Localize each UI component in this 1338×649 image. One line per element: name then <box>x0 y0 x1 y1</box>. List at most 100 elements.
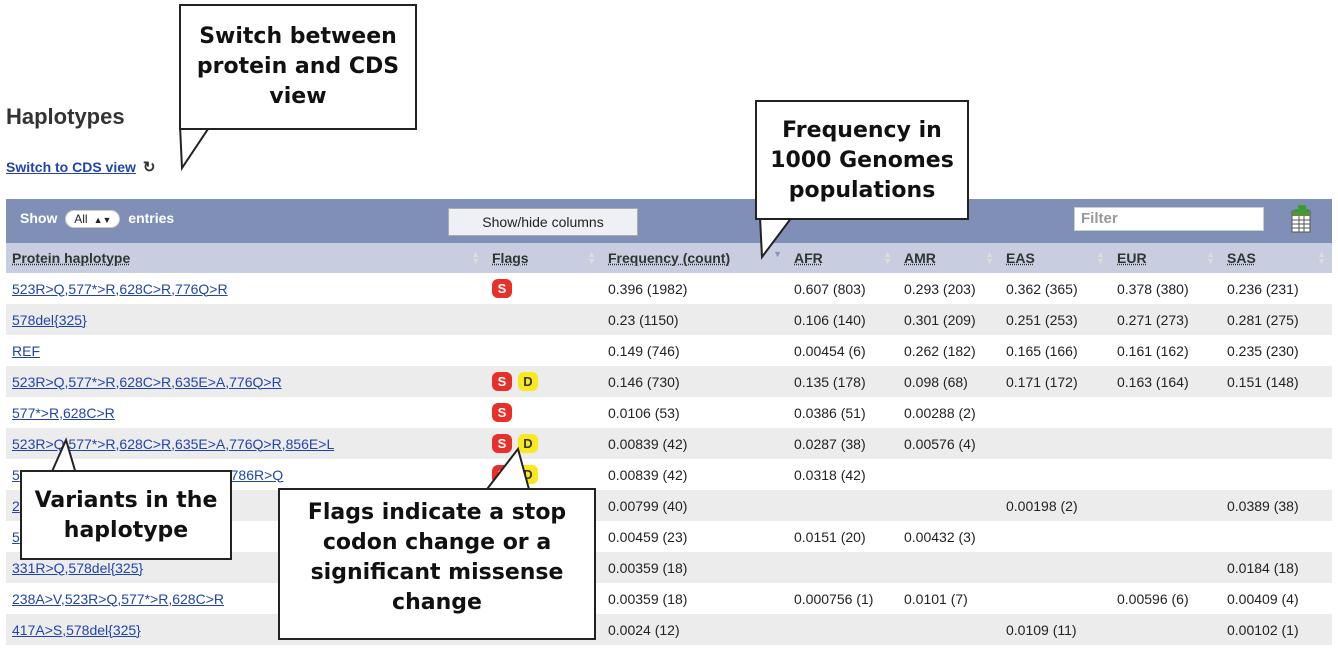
afr-cell <box>788 614 898 645</box>
table-toolbar: Show All ▲▼ entries Show/hide columns Fil… <box>6 199 1332 243</box>
haplotype-cell: 577*>R,628C>R <box>6 397 486 428</box>
afr-cell: 0.0386 (51) <box>788 397 898 428</box>
col-sas[interactable]: SAS ▲ ▼ <box>1221 243 1332 273</box>
freq-cell: 0.00359 (18) <box>602 552 788 583</box>
haplotype-link[interactable]: 5 <box>12 466 20 483</box>
eur-cell <box>1111 552 1221 583</box>
flags-cell <box>486 335 602 366</box>
haplotype-link[interactable]: 331R>Q,578del{325} <box>12 559 144 576</box>
eur-cell <box>1111 521 1221 552</box>
freq-cell: 0.149 (746) <box>602 335 788 366</box>
haplotype-link[interactable]: 578del{325} <box>12 311 87 328</box>
sas-cell: 0.235 (230) <box>1221 335 1332 366</box>
eur-cell: 0.163 (164) <box>1111 366 1221 397</box>
freq-cell: 0.0024 (12) <box>602 614 788 645</box>
afr-cell: 0.0287 (38) <box>788 428 898 459</box>
freq-cell: 0.00359 (18) <box>602 583 788 614</box>
sas-cell: 0.236 (231) <box>1221 273 1332 304</box>
col-amr[interactable]: AMR ▲ ▼ <box>898 243 1000 273</box>
haplotype-link[interactable]: 2 <box>12 497 20 514</box>
sas-cell <box>1221 397 1332 428</box>
deleterious-flag-badge[interactable]: D <box>518 372 538 391</box>
col-afr[interactable]: AFR ▲ ▼ <box>788 243 898 273</box>
amr-cell: 0.00576 (4) <box>898 428 1000 459</box>
eas-cell: 0.251 (253) <box>1000 304 1111 335</box>
afr-cell: 0.607 (803) <box>788 273 898 304</box>
callout-tail <box>758 216 794 260</box>
haplotype-link[interactable]: REF <box>12 342 40 359</box>
haplotype-link[interactable]: 577*>R,628C>R <box>12 404 115 421</box>
show-entries-control: Show All ▲▼ entries <box>20 210 174 228</box>
haplotype-link[interactable]: 523R>Q,577*>R,628C>R,635E>A,776Q>R <box>12 373 282 390</box>
excel-export-icon[interactable] <box>1290 205 1312 233</box>
col-protein-haplotype[interactable]: Protein haplotype ▲ ▼ <box>6 243 486 273</box>
stop-flag-badge[interactable]: S <box>492 372 512 391</box>
freq-cell: 0.146 (730) <box>602 366 788 397</box>
filter-input[interactable]: Filter <box>1074 207 1264 231</box>
haplotype-link[interactable]: 238A>V,523R>Q,577*>R,628C>R <box>12 590 224 607</box>
haplotype-cell: 523R>Q,577*>R,628C>R,635E>A,776Q>R <box>6 366 486 397</box>
afr-cell: 0.0318 (42) <box>788 459 898 490</box>
callout-variants: Variants in the haplotype <box>20 470 232 560</box>
table-row: 523R>Q,577*>R,628C>R,635E>A,776Q>R,856E>… <box>6 428 1332 459</box>
eur-cell <box>1111 428 1221 459</box>
haplotype-link[interactable]: 5 <box>12 528 20 545</box>
select-arrows-icon: ▲▼ <box>93 215 112 225</box>
col-flags[interactable]: Flags ▲ ▼ <box>486 243 602 273</box>
eas-cell <box>1000 552 1111 583</box>
sas-cell: 0.281 (275) <box>1221 304 1332 335</box>
eas-cell <box>1000 521 1111 552</box>
entries-select-value: All <box>74 212 88 226</box>
switch-to-cds-link[interactable]: Switch to CDS view <box>6 159 136 175</box>
stop-flag-badge[interactable]: S <box>492 403 512 422</box>
amr-cell: 0.0101 (7) <box>898 583 1000 614</box>
eas-cell <box>1000 583 1111 614</box>
callout-flags: Flags indicate a stop codon change or a … <box>278 488 596 640</box>
col-frequency[interactable]: Frequency (count) ▼ <box>602 243 788 273</box>
afr-cell: 0.0151 (20) <box>788 521 898 552</box>
afr-cell: 0.000756 (1) <box>788 583 898 614</box>
afr-cell <box>788 490 898 521</box>
stop-flag-badge[interactable]: S <box>492 279 512 298</box>
haplotype-cell: REF <box>6 335 486 366</box>
sas-cell: 0.151 (148) <box>1221 366 1332 397</box>
stop-flag-badge[interactable]: S <box>492 434 512 453</box>
amr-cell <box>898 490 1000 521</box>
afr-cell: 0.106 (140) <box>788 304 898 335</box>
eur-cell <box>1111 397 1221 428</box>
col-eas[interactable]: EAS ▲ ▼ <box>1000 243 1111 273</box>
amr-cell: 0.293 (203) <box>898 273 1000 304</box>
freq-cell: 0.396 (1982) <box>602 273 788 304</box>
freq-cell: 0.00839 (42) <box>602 459 788 490</box>
col-eur[interactable]: EUR ▲ ▼ <box>1111 243 1221 273</box>
freq-cell: 0.00799 (40) <box>602 490 788 521</box>
amr-cell: 0.00288 (2) <box>898 397 1000 428</box>
haplotype-cell: 578del{325} <box>6 304 486 335</box>
eur-cell <box>1111 459 1221 490</box>
refresh-icon[interactable]: ↻ <box>142 159 156 176</box>
sas-cell: 0.0389 (38) <box>1221 490 1332 521</box>
haplotype-link[interactable]: 417A>S,578del{325} <box>12 621 141 638</box>
eur-cell: 0.161 (162) <box>1111 335 1221 366</box>
flags-cell <box>486 304 602 335</box>
callout-frequency: Frequency in 1000 Genomes populations <box>755 100 969 220</box>
haplotype-link[interactable]: 523R>Q,577*>R,628C>R,776Q>R <box>12 280 228 297</box>
callout-switch-view: Switch between protein and CDS view <box>179 4 417 130</box>
entries-select[interactable]: All ▲▼ <box>65 210 121 228</box>
deleterious-flag-badge[interactable]: D <box>518 434 538 453</box>
sas-cell: 0.00409 (4) <box>1221 583 1332 614</box>
eas-cell: 0.362 (365) <box>1000 273 1111 304</box>
amr-cell: 0.301 (209) <box>898 304 1000 335</box>
amr-cell: 0.098 (68) <box>898 366 1000 397</box>
haplotype-link[interactable]: 523R>Q,577*>R,628C>R,635E>A,776Q>R,856E>… <box>12 435 335 452</box>
afr-cell <box>788 552 898 583</box>
freq-cell: 0.0106 (53) <box>602 397 788 428</box>
afr-cell: 0.00454 (6) <box>788 335 898 366</box>
eur-cell: 0.271 (273) <box>1111 304 1221 335</box>
sas-cell: 0.0184 (18) <box>1221 552 1332 583</box>
amr-cell <box>898 552 1000 583</box>
eas-cell <box>1000 428 1111 459</box>
freq-cell: 0.00459 (23) <box>602 521 788 552</box>
show-hide-columns-button[interactable]: Show/hide columns <box>448 208 638 236</box>
table-row: REF 0.149 (746) 0.00454 (6) 0.262 (182) 0.16… <box>6 335 1332 366</box>
